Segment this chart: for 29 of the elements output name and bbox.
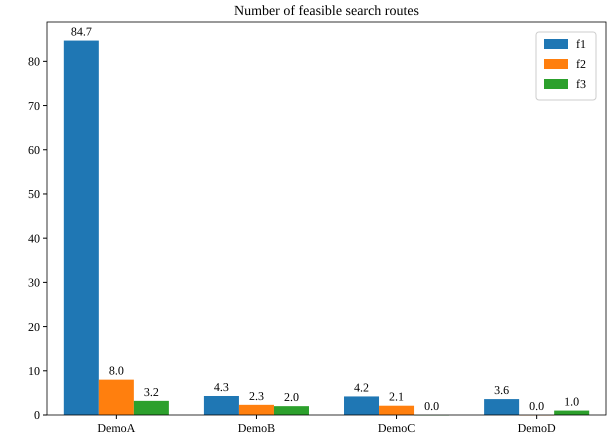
y-tick-label: 20 bbox=[28, 320, 40, 334]
data-label: 1.0 bbox=[564, 394, 580, 409]
x-tick-label: DemoA bbox=[97, 421, 136, 435]
data-label: 8.0 bbox=[108, 364, 124, 378]
data-label: 84.7 bbox=[70, 24, 92, 39]
data-label: 2.3 bbox=[248, 388, 264, 403]
data-label: 4.3 bbox=[214, 380, 229, 394]
data-label: 0.0 bbox=[529, 399, 544, 413]
y-tick-label: 40 bbox=[28, 231, 40, 246]
x-tick-label: DemoC bbox=[378, 421, 416, 435]
chart-title: Number of feasible search routes bbox=[234, 4, 420, 19]
data-label: 4.2 bbox=[354, 380, 370, 394]
y-tick-label: 50 bbox=[28, 187, 40, 202]
legend-label: f3 bbox=[576, 77, 586, 91]
data-label: 3.6 bbox=[494, 383, 510, 398]
y-tick-label: 10 bbox=[28, 364, 40, 378]
y-tick-label: 70 bbox=[28, 98, 40, 113]
y-tick-label: 80 bbox=[28, 54, 40, 69]
x-tick-label: DemoD bbox=[518, 421, 556, 435]
y-tick-label: 60 bbox=[28, 142, 40, 157]
y-tick-label: 30 bbox=[28, 276, 40, 290]
data-label: 2.0 bbox=[284, 390, 299, 404]
y-tick-label: 0 bbox=[34, 408, 40, 422]
data-label: 2.1 bbox=[389, 390, 404, 404]
x-tick-label: DemoB bbox=[238, 421, 276, 435]
data-label: 0.0 bbox=[424, 399, 440, 413]
legend-label: f1 bbox=[576, 37, 586, 51]
data-label: 3.2 bbox=[144, 384, 159, 399]
legend-label: f2 bbox=[576, 57, 586, 71]
